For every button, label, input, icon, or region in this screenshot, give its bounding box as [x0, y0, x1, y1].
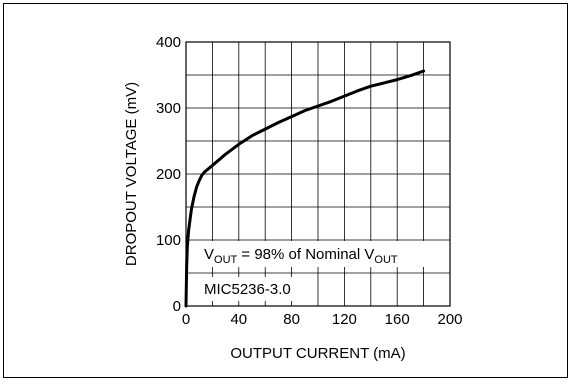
x-tick-label: 120 [332, 311, 357, 328]
dropout-curve [184, 69, 426, 308]
y-tick-label: 300 [156, 100, 181, 117]
x-tick-label: 160 [385, 311, 410, 328]
x-tick-label: 80 [283, 311, 300, 328]
chart-frame [3, 3, 568, 378]
x-tick-labels: 0 40 80 120 160 200 [182, 311, 463, 328]
y-axis-label: DROPOUT VOLTAGE (mV) [123, 82, 140, 266]
x-axis-label: OUTPUT CURRENT (mA) [230, 345, 405, 362]
y-tick-label: 400 [156, 34, 181, 51]
y-tick-label: 0 [173, 298, 181, 315]
x-tick-label: 40 [230, 311, 247, 328]
x-tick-label: 200 [437, 311, 462, 328]
plot-area [185, 41, 451, 307]
x-tick-label: 0 [182, 311, 190, 328]
y-tick-label: 200 [156, 166, 181, 183]
y-tick-label: 100 [156, 232, 181, 249]
condition-annotation: VOUT = 98% of Nominal VOUT [204, 246, 398, 266]
y-tick-labels: 0 100 200 300 400 [156, 34, 181, 315]
part-number-annotation: MIC5236-3.0 [204, 281, 291, 298]
